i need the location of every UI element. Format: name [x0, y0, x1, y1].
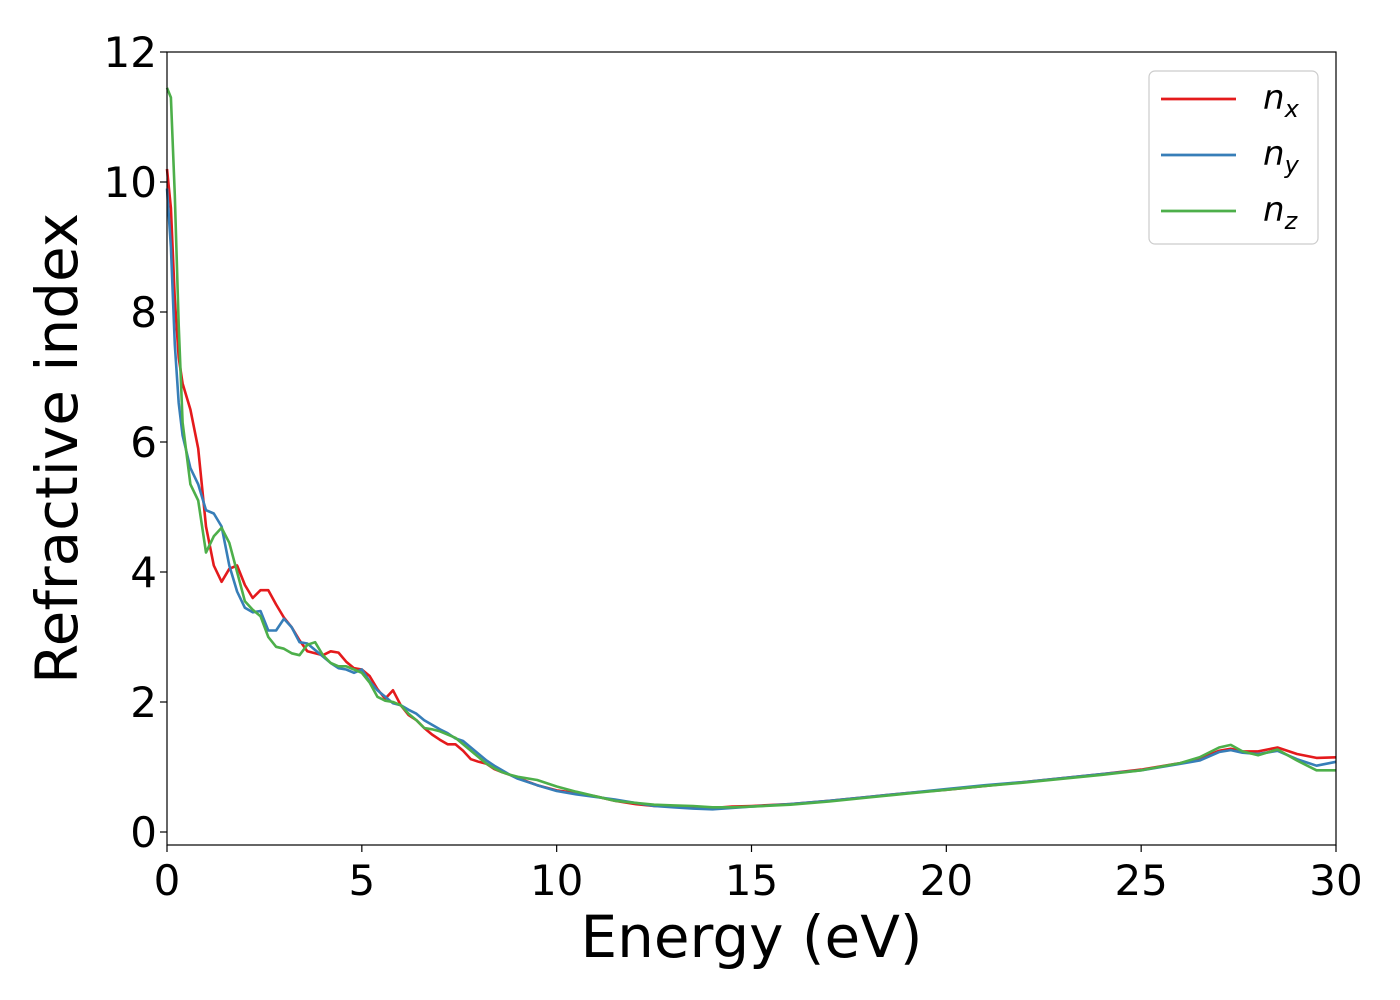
y-tick-label: 4	[130, 548, 157, 597]
legend-label-base: n	[1263, 78, 1285, 118]
series-line-n-z	[165, 87, 1336, 809]
y-tick-label: 2	[130, 678, 157, 727]
x-tick-label: 5	[348, 856, 375, 905]
x-tick-label: 10	[530, 856, 583, 905]
legend-label: ny	[1263, 134, 1300, 179]
legend-label-subscript: y	[1284, 151, 1300, 179]
y-axis-title: Refractive index	[23, 213, 91, 684]
legend-label-base: n	[1263, 190, 1285, 230]
x-tick-label: 20	[920, 856, 973, 905]
x-tick-label: 0	[154, 856, 181, 905]
y-tick-label: 8	[130, 288, 157, 337]
series-layer	[165, 87, 1337, 811]
legend-label-base: n	[1263, 134, 1285, 174]
legend-box	[1148, 70, 1319, 245]
y-axis: 0 2 4 6 8 10 12	[104, 28, 167, 857]
legend-label-subscript: z	[1284, 207, 1299, 235]
y-tick-label: 10	[104, 158, 157, 207]
x-tick-label: 30	[1309, 856, 1362, 905]
y-tick-label: 6	[130, 418, 157, 467]
y-tick-label: 12	[104, 28, 157, 77]
x-axis: 0 5 10 15 20 25 30	[154, 845, 1363, 905]
legend-label: nz	[1263, 190, 1299, 235]
x-axis-title: Energy (eV)	[580, 903, 922, 971]
x-tick-label: 25	[1114, 856, 1167, 905]
legend-label: nx	[1263, 78, 1300, 123]
y-tick-label: 0	[130, 808, 157, 857]
x-tick-label: 15	[725, 856, 778, 905]
legend-label-subscript: x	[1284, 95, 1300, 123]
